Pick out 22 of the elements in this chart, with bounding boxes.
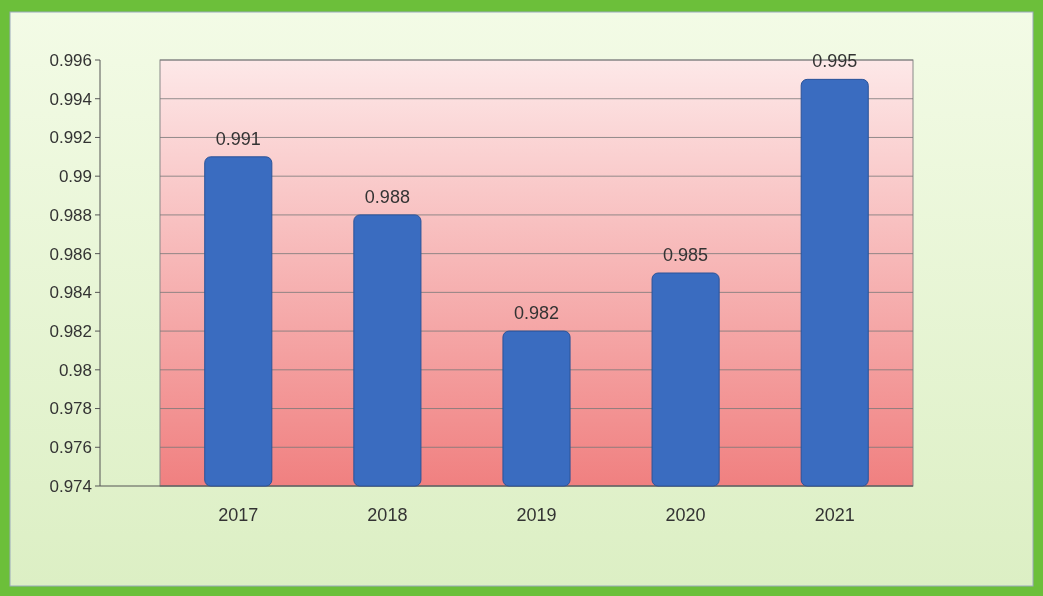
- data-label: 0.988: [364, 186, 410, 207]
- data-label: 0.985: [663, 245, 709, 265]
- y-tick-label: 0.992: [49, 128, 92, 148]
- data-label: 0.995: [812, 51, 858, 72]
- x-tick-label: 2021: [814, 505, 855, 525]
- x-tick-label: 2017: [218, 505, 259, 525]
- y-tick-label: 0.974: [49, 476, 92, 496]
- y-tick-label: 0.984: [49, 283, 92, 303]
- x-tick-label: 2018: [367, 505, 408, 525]
- x-tick-label: 2020: [665, 505, 706, 525]
- y-tick-label: 0.99: [58, 167, 92, 187]
- data-label: 0.991: [215, 128, 261, 149]
- y-tick-label: 0.982: [49, 322, 92, 342]
- y-tick-label: 0.98: [58, 360, 92, 380]
- y-tick-label: 0.986: [49, 244, 92, 264]
- y-tick-label: 0.996: [49, 50, 92, 70]
- y-tick-label: 0.978: [49, 399, 92, 419]
- data-label: 0.982: [513, 303, 560, 324]
- y-tick-label: 0.988: [49, 205, 92, 225]
- y-tick-label: 0.976: [49, 438, 92, 458]
- y-tick-label: 0.994: [49, 89, 92, 109]
- x-tick-label: 2019: [516, 505, 557, 525]
